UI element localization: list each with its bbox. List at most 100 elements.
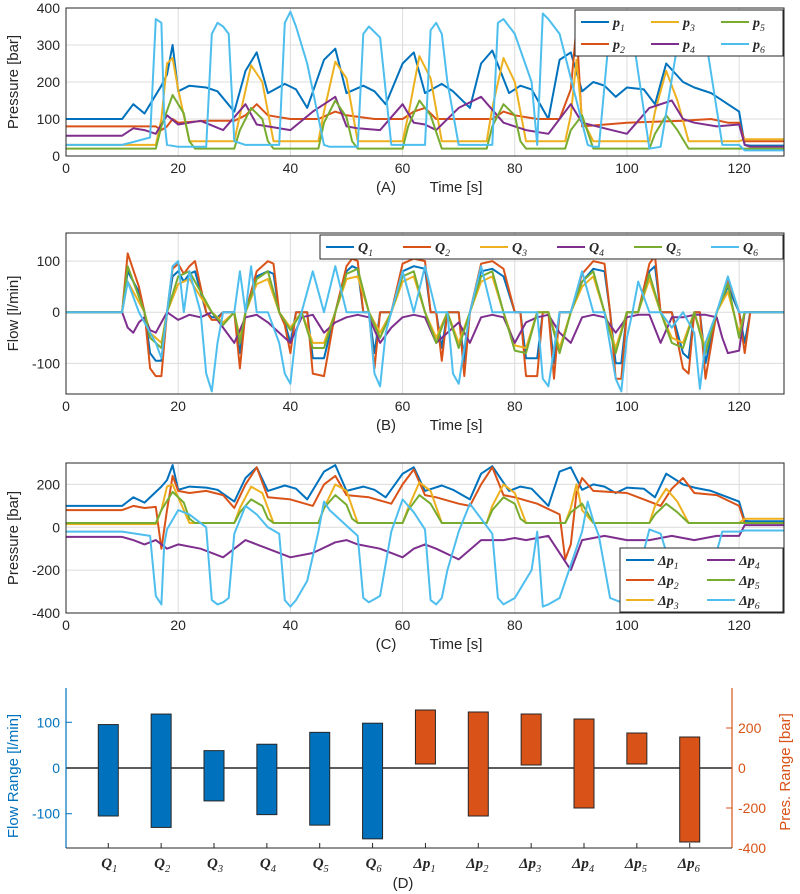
x-axis-label: Time [s] — [430, 417, 483, 434]
series-line-delta-p4 — [66, 524, 784, 572]
y-axis-label: Flow [l/min] — [5, 276, 22, 352]
x-tick-label: 0 — [62, 617, 70, 633]
legend-label: Q2 — [435, 241, 450, 259]
left-tick-label: -100 — [32, 806, 60, 822]
y-tick-label: 400 — [37, 0, 61, 16]
x-axis-label: Time [s] — [430, 636, 483, 653]
range-bar-delta-p1 — [414, 709, 436, 765]
axes-frame — [65, 462, 785, 614]
category-label: Δp4 — [571, 856, 595, 875]
x-tick-label: 100 — [615, 398, 639, 414]
x-tick-label: 60 — [395, 617, 411, 633]
legend-label: p2 — [612, 38, 625, 56]
legend-label: Q5 — [666, 241, 681, 259]
legend-label: p1 — [612, 16, 625, 34]
right-tick-label: 200 — [738, 720, 762, 736]
x-axis-label: Time [s] — [430, 179, 483, 196]
x-tick-label: 100 — [615, 617, 639, 633]
legend-label: Δp1 — [657, 554, 679, 572]
legend-label: Δp3 — [657, 594, 679, 612]
y-tick-label: -200 — [32, 562, 60, 578]
category-label: Δp2 — [465, 856, 489, 875]
chart-c: 0 20 40 60 80 100 120 -400 -200 0 200 Pressure [bar… — [5, 462, 785, 653]
panel-label: (C) — [376, 636, 397, 653]
range-bar-delta-p3 — [520, 713, 542, 766]
legend-label: Q6 — [743, 241, 758, 259]
x-tick-label: 120 — [727, 617, 751, 633]
category-label: Δp3 — [518, 856, 541, 875]
range-bar-Q5 — [309, 731, 331, 826]
range-bar-Q3 — [203, 750, 225, 802]
legend-label: Q3 — [512, 241, 527, 259]
category-label: Q3 — [207, 856, 223, 875]
range-bar-delta-p6 — [679, 736, 701, 843]
panel-label: (A) — [376, 179, 396, 196]
category-label: Q2 — [154, 856, 171, 875]
y-tick-label: 0 — [52, 148, 60, 164]
legend-label: p5 — [752, 16, 765, 34]
legend-label: Q1 — [358, 241, 373, 259]
series-line-delta-p1 — [66, 464, 784, 523]
right-axis-label: Pres. Range [bar] — [777, 713, 794, 831]
y-tick-label: 300 — [37, 37, 61, 53]
category-label: Q4 — [260, 856, 277, 875]
y-tick-label: -100 — [32, 355, 60, 371]
legend-label: p3 — [682, 16, 695, 34]
series-line-Q6 — [66, 260, 784, 393]
category-label: Δp6 — [677, 856, 701, 875]
x-tick-label: 20 — [170, 617, 186, 633]
series-line-Q4 — [66, 311, 784, 355]
panel-label: (B) — [376, 417, 396, 434]
y-tick-label: 0 — [52, 519, 60, 535]
range-bar-delta-p5 — [626, 732, 648, 765]
right-tick-label: -400 — [738, 840, 766, 856]
chart-d: -100 0 100 -400 -200 0 200 Q1 Q2 Q3 Q4 Q5 Q6 Δp1 Δp2 Δp… — [5, 688, 794, 892]
series-line-p2 — [66, 25, 784, 143]
x-tick-label: 0 — [62, 160, 70, 176]
legend-label: Δp2 — [657, 574, 679, 592]
y-axis-label: Pressure [bar] — [5, 35, 22, 129]
legend-box — [574, 9, 784, 57]
legend-box — [319, 234, 784, 260]
series-line-p5 — [66, 94, 784, 150]
legend-label: Q4 — [589, 241, 604, 259]
category-label: Δp1 — [412, 856, 435, 875]
legend: Q1 Q2 Q3 Q4 Q5 Q6 — [319, 234, 784, 260]
x-tick-label: 0 — [62, 398, 70, 414]
right-tick-label: 0 — [738, 760, 746, 776]
range-bar-Q1 — [97, 724, 119, 817]
left-tick-label: 100 — [37, 714, 61, 730]
x-tick-label: 40 — [283, 398, 299, 414]
legend-label: p4 — [682, 38, 695, 56]
y-tick-label: -400 — [32, 605, 60, 621]
x-tick-label: 40 — [283, 160, 299, 176]
category-label: Q1 — [101, 856, 117, 875]
x-tick-label: 100 — [615, 160, 639, 176]
legend: Δp1 Δp4 Δp2 Δp5 Δp3 Δp6 — [619, 547, 784, 613]
left-axis-label: Flow Range [l/min] — [5, 714, 22, 838]
x-tick-label: 80 — [507, 617, 523, 633]
x-tick-label: 120 — [727, 398, 751, 414]
x-tick-label: 60 — [395, 160, 411, 176]
legend: p1 p3 p5 p2 p4 p6 — [574, 9, 784, 57]
chart-b: 0 20 40 60 80 100 120 -100 0 100 Flow [l/min] (B) Ti… — [5, 232, 785, 434]
x-tick-label: 120 — [727, 160, 751, 176]
y-tick-label: 200 — [37, 74, 61, 90]
legend-label: Δp6 — [738, 594, 760, 612]
legend-label: Δp5 — [738, 574, 760, 592]
right-tick-label: -200 — [738, 800, 766, 816]
y-tick-label: 100 — [37, 111, 61, 127]
axes-frame — [65, 232, 785, 395]
panel-label: (D) — [393, 875, 414, 892]
range-bar-Q2 — [150, 713, 172, 828]
series-line-delta-p3 — [66, 481, 784, 526]
legend-label: p6 — [752, 38, 765, 56]
left-tick-label: 0 — [52, 760, 60, 776]
legend-label: Δp4 — [738, 554, 760, 572]
x-tick-label: 80 — [507, 398, 523, 414]
range-bar-Q4 — [256, 743, 278, 816]
axes-frame — [65, 7, 785, 157]
y-axis-label: Pressure [bar] — [5, 491, 22, 585]
category-label: Δp5 — [624, 856, 647, 875]
